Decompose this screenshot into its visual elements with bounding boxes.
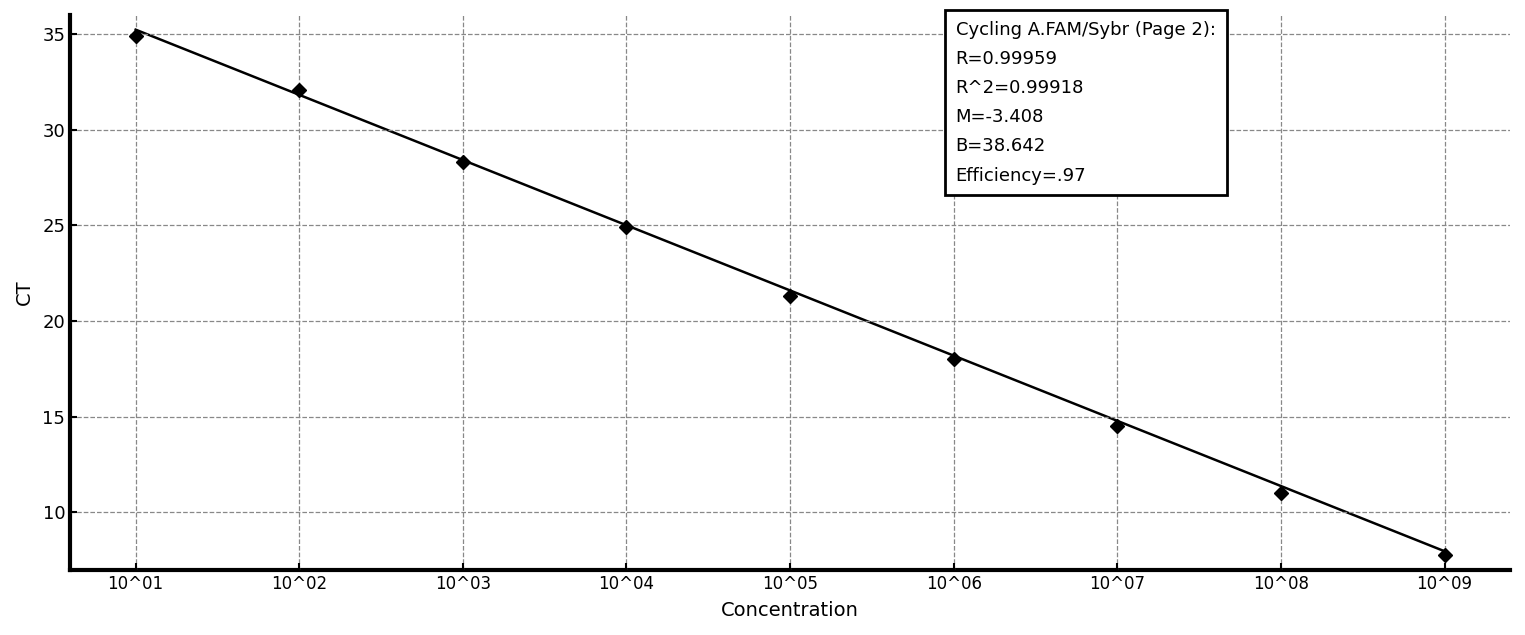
X-axis label: Concentration: Concentration [721,601,859,620]
Y-axis label: CT: CT [15,279,34,305]
Text: Cycling A.FAM/Sybr (Page 2):
R=0.99959
R^2=0.99918
M=-3.408
B=38.642
Efficiency=: Cycling A.FAM/Sybr (Page 2): R=0.99959 R… [956,20,1215,185]
